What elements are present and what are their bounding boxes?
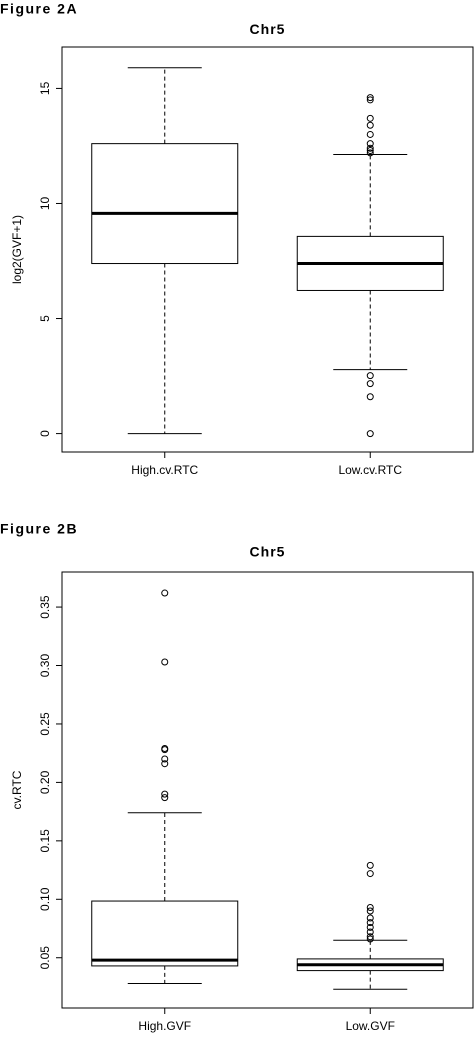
- y-tick-label: 15: [38, 81, 52, 95]
- outlier: [366, 94, 374, 102]
- y-axis-title: cv.RTC: [10, 770, 24, 809]
- outlier: [366, 923, 374, 931]
- outlier: [366, 393, 374, 401]
- outlier: [161, 589, 169, 597]
- outlier: [366, 147, 374, 155]
- outlier: [366, 919, 374, 927]
- outlier: [161, 790, 169, 798]
- outlier: [366, 380, 374, 388]
- outlier: [366, 114, 374, 122]
- y-axis-title: log2(GVF+1): [10, 215, 24, 284]
- outlier: [366, 928, 374, 936]
- x-tick-label: High.GVF: [138, 1019, 191, 1033]
- outlier: [161, 760, 169, 768]
- outlier: [366, 933, 374, 941]
- outlier: [366, 121, 374, 129]
- outlier: [161, 794, 169, 802]
- chart-title: Chr5: [250, 544, 286, 560]
- box: [91, 900, 239, 967]
- box: [91, 143, 239, 265]
- y-tick-label: 0.05: [38, 946, 52, 970]
- y-tick-label: 0: [38, 430, 52, 437]
- y-tick-label: 0.15: [38, 829, 52, 853]
- y-tick-label: 0.25: [38, 712, 52, 736]
- x-tick-label: High.cv.RTC: [131, 463, 198, 477]
- x-tick-label: Low.GVF: [346, 1019, 395, 1033]
- y-tick-label: 5: [38, 315, 52, 322]
- outlier: [161, 658, 169, 666]
- outlier: [366, 907, 374, 915]
- outlier: [366, 870, 374, 878]
- figure-label: Figure 2A: [0, 1, 78, 17]
- outlier: [366, 430, 374, 438]
- plot-frame: [61, 571, 474, 1009]
- x-tick-label: Low.cv.RTC: [338, 463, 402, 477]
- figure-label: Figure 2B: [0, 521, 78, 537]
- outlier: [366, 861, 374, 869]
- outlier: [366, 935, 374, 943]
- y-tick-label: 0.10: [38, 887, 52, 911]
- outlier: [366, 140, 374, 148]
- y-tick-label: 0.30: [38, 654, 52, 678]
- outlier: [366, 130, 374, 138]
- outlier: [366, 903, 374, 911]
- y-tick-label: 10: [38, 196, 52, 210]
- outlier: [366, 372, 374, 380]
- plot-frame: [61, 46, 474, 453]
- outlier: [366, 96, 374, 104]
- outlier: [161, 755, 169, 763]
- y-tick-label: 0.35: [38, 595, 52, 619]
- outlier: [366, 149, 374, 157]
- y-tick-label: 0.20: [38, 770, 52, 794]
- chart-title: Chr5: [250, 21, 286, 37]
- outlier: [366, 144, 374, 152]
- outlier: [366, 914, 374, 922]
- outlier: [161, 746, 169, 754]
